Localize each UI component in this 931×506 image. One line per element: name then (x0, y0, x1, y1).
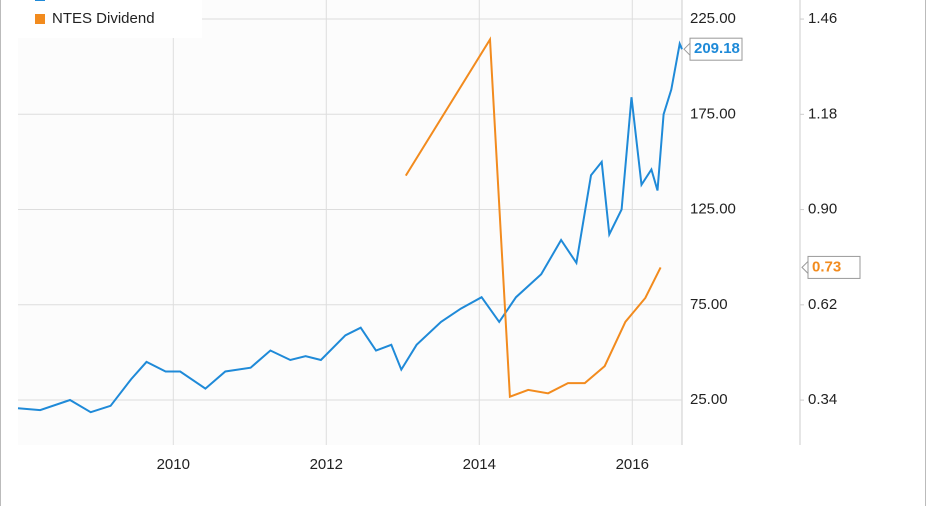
y2-tick-label: 0.34 (808, 391, 837, 408)
value-label-box (689, 37, 743, 61)
value-label: 209.18 (694, 40, 740, 57)
plot-area (18, 0, 682, 445)
value-label-box (807, 255, 861, 279)
x-tick-label: 2014 (463, 456, 496, 473)
y-tick-label: 225.00 (690, 10, 736, 27)
legend-swatch (35, 0, 45, 1)
y-tick-label: 25.00 (690, 391, 728, 408)
y2-tick-label: 0.90 (808, 201, 837, 218)
y2-tick-label: 1.46 (808, 10, 837, 27)
legend-label: NTES Price (52, 0, 130, 4)
y-tick-label: 175.00 (690, 105, 736, 122)
y2-tick-label: 1.18 (808, 105, 837, 122)
x-tick-label: 2016 (616, 456, 649, 473)
value-label: 0.73 (812, 258, 841, 275)
line (404, 36, 662, 399)
legend-label: NTES Dividend (52, 10, 155, 27)
x-tick-label: 2012 (310, 456, 343, 473)
y-tick-label: 125.00 (690, 201, 736, 218)
legend-box (18, 0, 202, 38)
y-tick-label: 75.00 (690, 296, 728, 313)
line (17, 40, 683, 414)
x-tick-label: 2010 (157, 456, 190, 473)
legend-swatch (35, 14, 45, 24)
y2-tick-label: 0.62 (808, 296, 837, 313)
